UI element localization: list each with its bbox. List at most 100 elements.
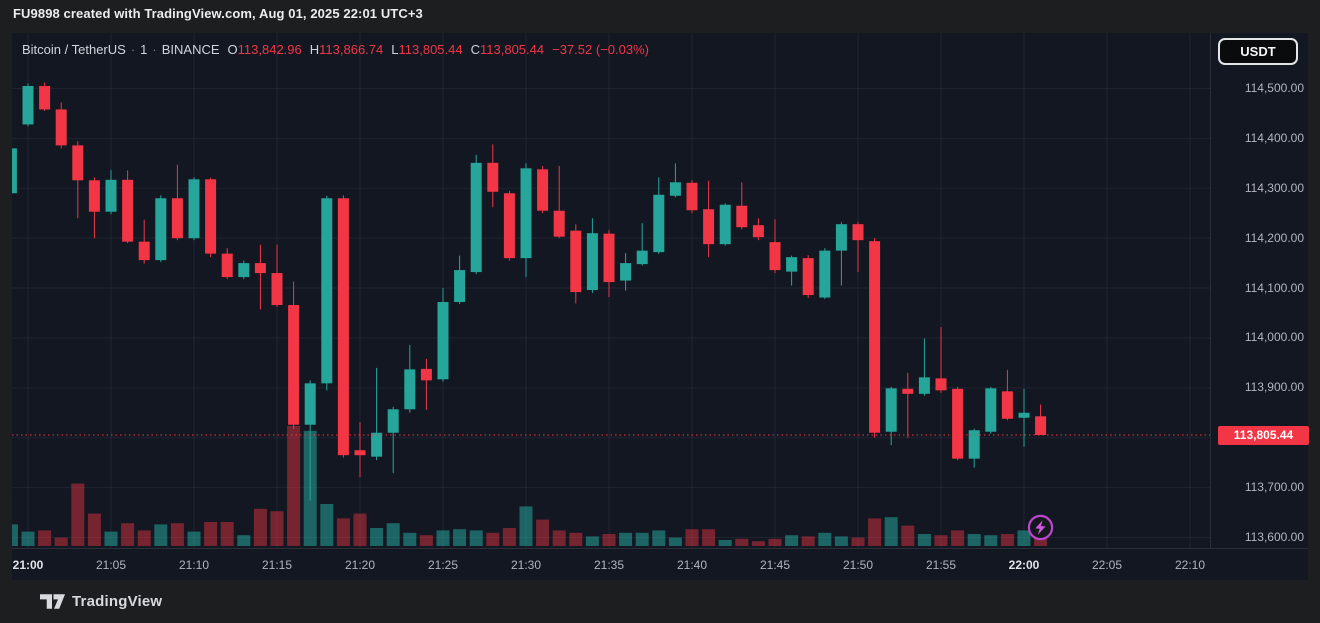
volume-bar: [386, 523, 400, 546]
candle-body: [570, 230, 582, 293]
candle-body: [22, 86, 34, 125]
time-tick-label: 21:35: [593, 558, 625, 572]
volume-bar: [702, 529, 716, 546]
candle-body: [620, 263, 632, 281]
volume-bar: [353, 513, 367, 546]
candle-body: [885, 388, 897, 432]
candle-body: [935, 378, 947, 391]
candle-body: [553, 210, 565, 237]
volume-bar: [419, 535, 433, 546]
volume-bar: [1017, 530, 1031, 546]
legend-exchange: BINANCE: [161, 42, 220, 57]
volume-bar: [121, 523, 135, 546]
time-tick-label: 21:10: [178, 558, 210, 572]
price-axis[interactable]: 113,805.44 114,500.00 114,400.00 114,300.0…: [1210, 33, 1309, 548]
candle-body: [636, 250, 648, 265]
candle-body: [354, 450, 366, 456]
tradingview-logo[interactable]: TradingView: [40, 593, 162, 610]
volume-bar: [785, 535, 799, 546]
price-tick-label: 114,300.00: [1244, 180, 1304, 195]
volume-bar: [403, 532, 417, 546]
candle-body: [238, 263, 250, 278]
chart-plot-area[interactable]: Bitcoin / TetherUS · 1 · BINANCE O113,842.96 H…: [12, 33, 1210, 548]
candle-body: [88, 180, 100, 212]
volume-bar: [851, 537, 865, 546]
candle-body: [221, 253, 233, 278]
candle-body: [603, 233, 615, 283]
candle-body: [852, 224, 864, 241]
legend-ohlc-letter: C: [470, 42, 480, 57]
tradingview-logo-text: TradingView: [72, 593, 163, 610]
candle-body: [72, 145, 84, 181]
candle-body: [105, 179, 117, 212]
candle-body: [487, 162, 499, 192]
candle-body: [122, 179, 134, 242]
volume-bar: [370, 528, 384, 546]
legend[interactable]: Bitcoin / TetherUS · 1 · BINANCE O113,842.96 H…: [22, 42, 649, 57]
candle-body: [703, 209, 715, 245]
candle-body: [371, 432, 383, 457]
candle-body: [1018, 412, 1030, 418]
legend-separator: ·: [130, 42, 136, 57]
tradingview-logo-icon: [40, 594, 65, 609]
time-tick-label: 21:15: [261, 558, 293, 572]
candle-body: [321, 198, 333, 384]
volume-bar: [818, 532, 832, 546]
lightning-bolt-icon[interactable]: [1027, 514, 1054, 541]
candle-body: [155, 198, 167, 261]
volume-bar: [320, 504, 334, 546]
candle-body: [786, 257, 798, 272]
candle-body: [337, 198, 349, 456]
volume-bar: [253, 508, 267, 546]
volume-bar: [552, 530, 566, 546]
volume-bar: [901, 525, 915, 546]
price-tick-label: 113,700.00: [1244, 480, 1304, 495]
volume-bar: [951, 530, 965, 546]
candle-body: [802, 258, 814, 296]
price-tick-label: 113,600.00: [1244, 529, 1304, 544]
volume-bar: [868, 518, 882, 546]
time-tick-label: 21:45: [759, 558, 791, 572]
time-tick-label: 22:10: [1174, 558, 1206, 572]
currency-toggle-button[interactable]: USDT: [1218, 38, 1298, 65]
candle-body: [669, 182, 681, 196]
legend-ohlc-letter: H: [309, 42, 320, 57]
volume-bar: [834, 536, 848, 546]
volume-bar: [536, 519, 550, 546]
candle-body: [205, 179, 217, 254]
candle-body: [171, 198, 183, 239]
volume-bar: [104, 531, 118, 546]
price-tick-label: 114,200.00: [1244, 230, 1304, 245]
volume-bar: [170, 523, 184, 546]
price-tick-label: 114,000.00: [1244, 330, 1304, 345]
volume-bar: [453, 529, 467, 546]
candle-body: [188, 179, 200, 239]
candle-body: [138, 241, 150, 261]
candle-body: [586, 233, 598, 291]
legend-ohlc-value: 113,866.74: [319, 42, 384, 57]
legend-ohlc-value: 113,805.44: [398, 42, 463, 57]
volume-bar: [768, 538, 782, 546]
time-axis[interactable]: 21:00 21:05 21:10 21:15 21:20 21:25 21:30 21:35…: [12, 548, 1308, 581]
candle-body: [736, 205, 748, 228]
candle-body: [769, 242, 781, 271]
volume-bar: [237, 535, 251, 546]
volume-bar: [718, 540, 732, 546]
time-tick-label: 21:40: [676, 558, 708, 572]
volume-bar: [602, 534, 616, 546]
volume-bar: [619, 532, 633, 546]
candle-body: [304, 383, 316, 425]
candle-body: [902, 388, 914, 394]
volume-bar: [1000, 534, 1014, 546]
volume-bar: [635, 532, 649, 546]
candle-body: [454, 270, 466, 303]
time-tick-label: 22:00: [1008, 558, 1040, 572]
legend-change: −37.52 (−0.03%): [552, 42, 649, 57]
volume-bar: [751, 541, 765, 546]
chart-panel: Bitcoin / TetherUS · 1 · BINANCE O113,842.96 H…: [12, 33, 1309, 581]
volume-bar: [486, 532, 500, 546]
legend-ohlc-letter: O: [227, 42, 238, 57]
volume-bar: [154, 524, 168, 546]
volume-bar: [801, 536, 815, 546]
candle-body: [835, 224, 847, 251]
